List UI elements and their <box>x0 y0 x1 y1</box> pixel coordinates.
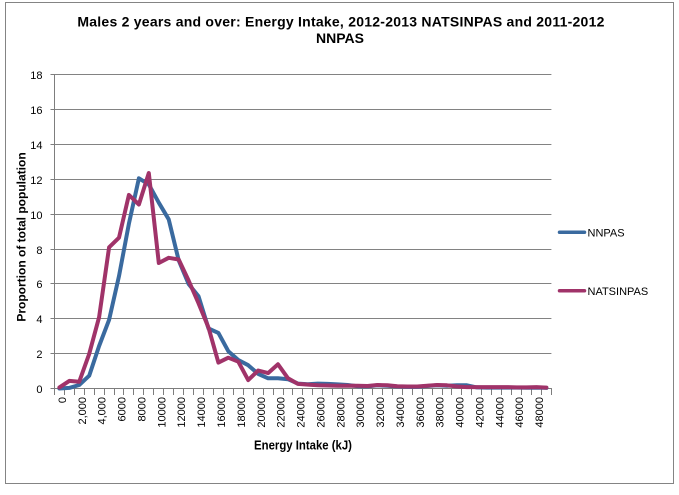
svg-text:2: 2 <box>36 349 42 361</box>
svg-text:8000: 8000 <box>137 397 149 421</box>
svg-text:NATSINPAS: NATSINPAS <box>588 286 649 298</box>
svg-text:4,000: 4,000 <box>97 397 109 425</box>
svg-text:12000: 12000 <box>176 397 188 428</box>
svg-text:6000: 6000 <box>117 397 129 421</box>
svg-text:18: 18 <box>30 70 42 82</box>
svg-text:4: 4 <box>36 314 42 326</box>
svg-text:14: 14 <box>30 140 42 152</box>
svg-text:44000: 44000 <box>494 397 506 428</box>
svg-text:42000: 42000 <box>474 397 486 428</box>
svg-text:0: 0 <box>57 397 69 403</box>
svg-text:Males 2 years and over: Energy: Males 2 years and over: Energy Intake, 2… <box>77 13 604 29</box>
svg-text:26000: 26000 <box>315 397 327 428</box>
svg-text:24000: 24000 <box>296 397 308 428</box>
svg-text:16: 16 <box>30 105 42 117</box>
svg-text:12: 12 <box>30 175 42 187</box>
svg-text:28000: 28000 <box>335 397 347 428</box>
svg-text:18000: 18000 <box>236 397 248 428</box>
svg-text:10: 10 <box>30 210 42 222</box>
svg-text:46000: 46000 <box>514 397 526 428</box>
svg-text:16000: 16000 <box>216 397 228 428</box>
svg-text:36000: 36000 <box>415 397 427 428</box>
svg-text:22000: 22000 <box>276 397 288 428</box>
svg-text:NNPAS: NNPAS <box>316 30 364 46</box>
svg-text:8: 8 <box>36 245 42 257</box>
svg-text:30000: 30000 <box>355 397 367 428</box>
svg-text:20000: 20000 <box>256 397 268 428</box>
svg-text:38000: 38000 <box>435 397 447 428</box>
svg-text:10000: 10000 <box>156 397 168 428</box>
svg-text:48000: 48000 <box>534 397 546 428</box>
svg-text:NNPAS: NNPAS <box>588 228 625 240</box>
svg-text:14000: 14000 <box>196 397 208 428</box>
svg-text:Energy Intake (kJ): Energy Intake (kJ) <box>254 438 352 453</box>
svg-text:0: 0 <box>36 384 42 396</box>
svg-text:6: 6 <box>36 279 42 291</box>
svg-text:34000: 34000 <box>395 397 407 428</box>
svg-text:2,000: 2,000 <box>77 397 89 425</box>
svg-text:Proportion of total population: Proportion of total population <box>15 152 29 321</box>
svg-text:32000: 32000 <box>375 397 387 428</box>
svg-text:40000: 40000 <box>455 397 467 428</box>
